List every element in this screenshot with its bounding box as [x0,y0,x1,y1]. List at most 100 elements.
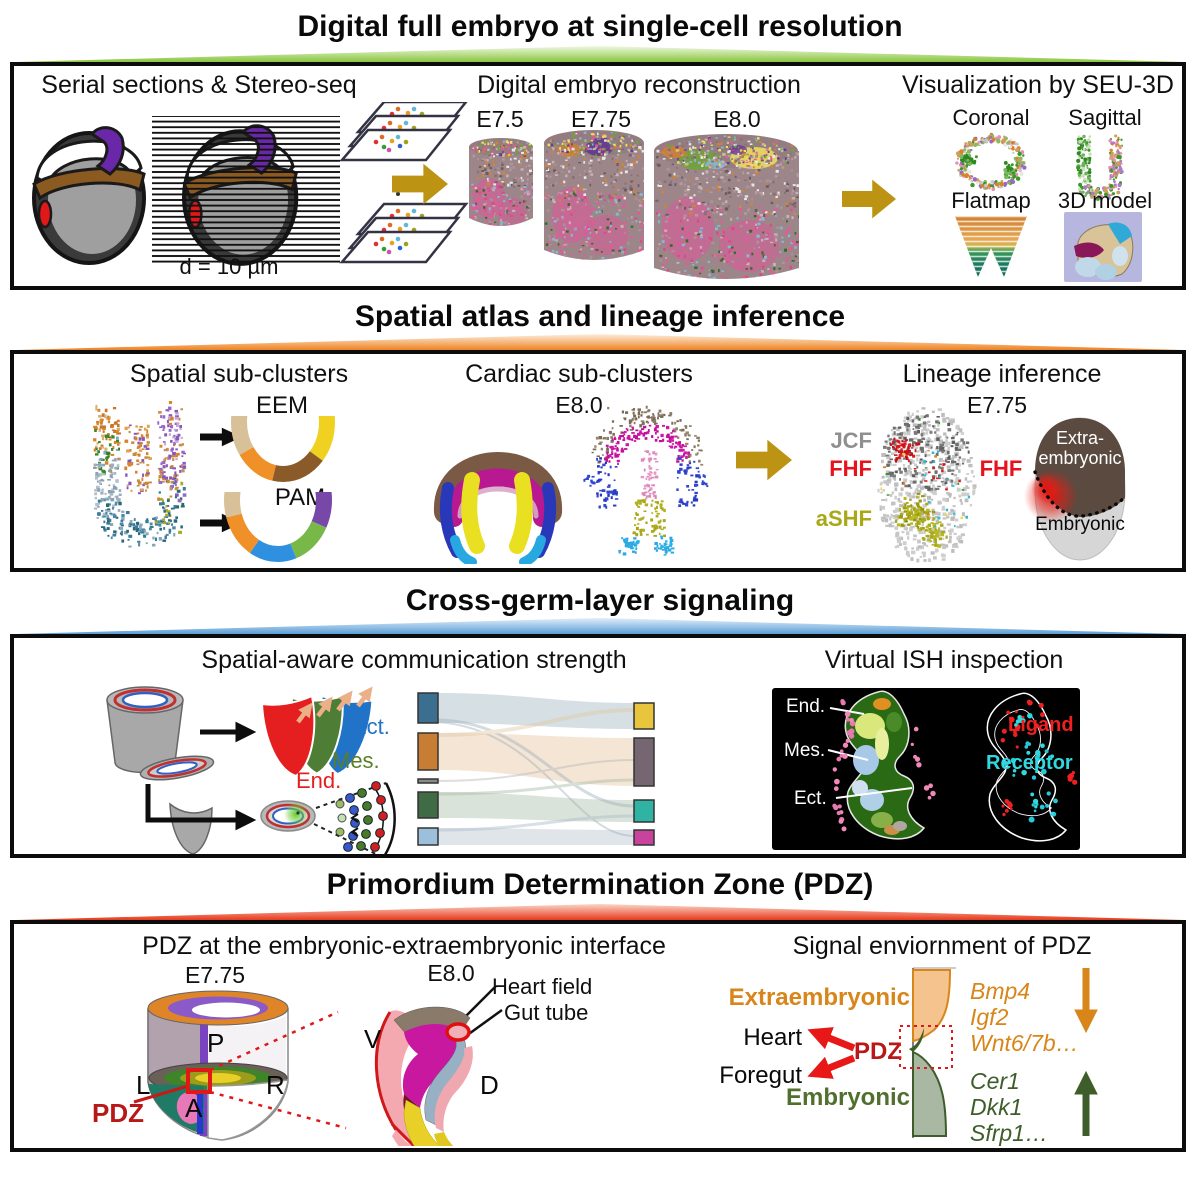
gene-sfrp1: Sfrp1… [970,1120,1048,1146]
section4-title: Primordium Determination Zone (PDZ) [326,868,874,901]
receptor-label: Receptor [986,752,1073,774]
spatial-subclusters-scatter [93,401,187,548]
e80-embryo-illustration [374,985,503,1146]
zoom-fan-lines [313,782,387,854]
reconstruction-e775-pointcloud [544,130,644,260]
cell-rows [335,781,388,852]
pdz-label-2: PDZ [854,1038,902,1065]
mes-label: Mes. [332,748,380,773]
cross-layer-signal-arrows [296,686,373,724]
extraembryonic-label: Extraembryonic [728,984,910,1011]
stage-label-e775: E7.75 [570,106,632,132]
axis-r-label: R [266,1070,285,1100]
spatial-subclusters-header: Spatial sub-clusters [129,360,349,388]
gene-wnt67b: Wnt6/7b… [970,1030,1079,1056]
panel-signaling: Spatial-aware communication strength [10,634,1186,858]
sectioned-embryo-illustration [152,116,340,266]
pdz-zoom-box [899,1025,953,1069]
e775-cutaway-embryo [133,990,347,1141]
lineage-inference-header: Lineage inference [902,360,1102,388]
stage-label-e75: E7.5 [476,106,524,132]
gene-cer1: Cer1 [970,1068,1020,1094]
cardiac-subclusters-header: Cardiac sub-clusters [465,360,693,388]
axis-v-label: V [364,1024,382,1054]
virtual-ish-image: End. Mes. Ect. Ligand Receptor [772,688,1080,850]
lineage-arrow [736,439,792,481]
pdz-label: PDZ [92,1098,144,1128]
model-3d-thumbnail [1064,212,1142,282]
view-label-flatmap: Flatmap [951,188,1031,213]
section4-banner [16,904,1184,920]
lineage-stage-label: E7.75 [966,392,1028,418]
reconstruction-header: Digital embryo reconstruction [477,71,801,99]
workflow-arrow-2 [842,179,896,219]
foregut-label: Foregut [719,1062,802,1089]
serial-sections-illustration [32,102,476,266]
reconstruction-e75-pointcloud [469,138,533,226]
ish-header: Virtual ISH inspection [824,646,1064,674]
germ-layer-illustration [106,686,396,854]
embryonic-signal-arrow-up [1074,1070,1098,1136]
pam-crescent [224,492,332,562]
view-label-coronal: Coronal [952,105,1030,130]
reconstruction-e80-pointcloud [654,134,799,279]
axis-d-label: D [480,1070,499,1100]
gut-tube-label: Gut tube [504,1000,589,1025]
communication-header: Spatial-aware communication strength [201,646,627,674]
pdz-interface-header: PDZ at the embryonic-extraembryonic inte… [142,932,666,960]
section-thickness-label: d = 10 µm [179,254,279,279]
ish-section-outline [986,692,1068,842]
ect-label: Ect. [352,714,390,739]
sankey-nodes [417,692,655,846]
pdz-stage-e775: E7.75 [184,962,246,988]
pdz-zoom-lines [209,1010,347,1130]
gene-bmp4: Bmp4 [970,978,1031,1004]
ligand-label: Ligand [1008,714,1074,736]
jcf-label: JCF [830,428,872,453]
eem-label: EEM [255,392,308,419]
visualization-header: Visualization by SEU-3D [902,71,1174,99]
coronal-view-thumbnail [955,132,1027,192]
serial-sections-header: Serial sections & Stereo-seq [41,71,357,99]
pdz-output-arrows [807,1027,856,1079]
section2-banner [16,334,1184,350]
extraembryonic-signal-arrow-down [1074,968,1098,1034]
lineage-embryo-diagram [1024,417,1127,561]
ish-pointer-lines [827,707,913,799]
embryonic-label: Embryonic [785,1084,910,1111]
eem-crescent [231,416,335,482]
extraembryonic-region-label: Extra-embryonic [1038,428,1122,468]
heart-label: Heart [743,1024,802,1051]
stage-label-e80: E8.0 [713,106,761,132]
heart-field-label: Heart field [492,974,593,999]
axis-p-label: P [207,1028,225,1058]
cardiac-stage-label: E8.0 [555,392,603,418]
section3-title: Cross-germ-layer signaling [405,584,795,617]
ish-mes-label: Mes. [784,740,826,761]
panel-spatial-atlas: Spatial sub-clusters EEM PAM Cardiac sub… [10,350,1186,572]
gene-igf2: Igf2 [970,1004,1009,1030]
interface-profile-diagram [899,967,956,1138]
ashf-label: aSHF [815,506,872,531]
cardiac-mesh-model [434,452,562,564]
section3-banner [16,618,1184,634]
panel-digital-embryo: Serial sections & Stereo-seq d = 10 µm D… [10,62,1186,290]
ish-ect-label: Ect. [794,788,827,809]
flatmap-view-thumbnail [955,216,1027,277]
view-label-3dmodel: 3D model [1057,188,1153,213]
section1-title: Digital full embryo at single-cell resol… [297,10,903,43]
section1-banner [16,46,1184,62]
sagittal-view-thumbnail [1076,134,1124,201]
pdz-stage-e80: E8.0 [427,960,475,986]
section2-title: Spatial atlas and lineage inference [354,300,846,333]
cardiac-pointcloud [583,405,709,556]
panel-pdz: PDZ at the embryonic-extraembryonic inte… [10,920,1186,1152]
embryonic-region-label: Embryonic [1035,514,1125,535]
fhf-label-2: FHF [979,456,1023,481]
sankey-diagram [417,692,655,846]
ish-end-label: End. [786,696,826,717]
gene-dkk1: Dkk1 [970,1094,1023,1120]
view-label-sagittal: Sagittal [1068,105,1142,130]
axis-a-label: A [185,1093,203,1123]
